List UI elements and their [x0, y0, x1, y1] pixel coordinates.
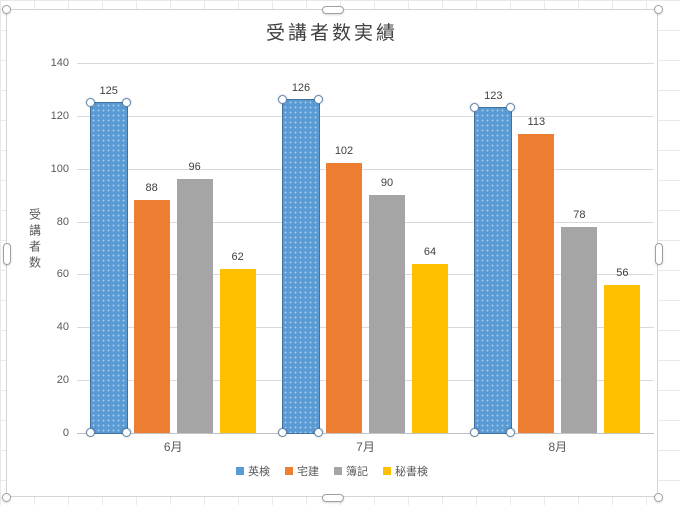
series-selection-handle[interactable]: [85, 428, 95, 437]
bar-series2-cat1[interactable]: [133, 200, 170, 433]
data-label-series3-cat1[interactable]: 96: [188, 161, 201, 174]
bar-series1-cat3[interactable]: [474, 106, 513, 434]
legend-swatch-icon: [285, 467, 293, 475]
gridline: [77, 115, 654, 117]
legend-item-series1[interactable]: 英検: [236, 463, 270, 479]
gridline: [77, 168, 654, 170]
legend-item-series4[interactable]: 秘書検: [383, 463, 428, 479]
chart-resize-handle-corner[interactable]: [2, 493, 11, 502]
data-label-series2-cat2[interactable]: 102: [334, 145, 354, 158]
legend-label: 英検: [248, 466, 270, 478]
y-tick-label: 0: [62, 427, 69, 439]
x-tick-label-cat3[interactable]: 8月: [548, 440, 568, 454]
chart-resize-handle-edge[interactable]: [322, 494, 344, 502]
series-selection-handle[interactable]: [278, 428, 287, 437]
series-selection-handle[interactable]: [314, 428, 323, 437]
gridline: [77, 327, 654, 329]
data-label-series1-cat1[interactable]: 125: [99, 84, 118, 97]
legend-swatch-icon: [383, 467, 391, 475]
x-axis-line: [77, 433, 654, 434]
data-label-series3-cat2[interactable]: 90: [380, 177, 394, 190]
data-label-series4-cat3[interactable]: 56: [616, 267, 629, 279]
chart-resize-handle-corner[interactable]: [654, 493, 663, 502]
chart-object[interactable]: 受講者数実績 受講者数 0 20 40 60 80 100 120 140 125 126 123…: [2, 5, 663, 502]
series-selection-handle[interactable]: [314, 95, 323, 104]
series-selection-handle[interactable]: [85, 97, 95, 107]
y-tick-label: 60: [56, 268, 69, 281]
data-label-series2-cat1[interactable]: 88: [145, 182, 158, 195]
bar-series3-cat3[interactable]: [561, 226, 598, 433]
legend-item-series3[interactable]: 簿記: [334, 463, 368, 479]
series-selection-handle[interactable]: [470, 428, 480, 437]
series-selection-handle[interactable]: [278, 95, 287, 104]
legend-swatch-icon: [236, 467, 244, 475]
x-tick-label-cat1[interactable]: 6月: [163, 440, 183, 454]
chart-resize-handle-edge[interactable]: [322, 6, 344, 14]
data-label-series2-cat3[interactable]: 113: [527, 116, 546, 129]
legend-swatch-icon: [334, 467, 342, 475]
legend-label: 簿記: [346, 466, 368, 478]
series-selection-handle[interactable]: [121, 428, 131, 437]
y-tick-label: 140: [50, 57, 69, 69]
legend-item-series2[interactable]: 宅建: [285, 463, 319, 479]
y-tick-label: 100: [50, 162, 69, 175]
chart-resize-handle-corner[interactable]: [654, 5, 663, 14]
x-tick-label-cat2[interactable]: 7月: [356, 440, 375, 454]
legend-label: 宅建: [297, 466, 319, 478]
bar-series4-cat2[interactable]: [412, 263, 448, 433]
chart-resize-handle-edge[interactable]: [3, 243, 11, 265]
y-tick-label: 120: [50, 109, 69, 122]
series-selection-handle[interactable]: [506, 102, 516, 112]
gridline: [77, 221, 654, 223]
bar-series1-cat1[interactable]: [89, 101, 128, 434]
data-label-series4-cat1[interactable]: 62: [231, 251, 244, 264]
gridline: [77, 63, 654, 64]
series-selection-handle[interactable]: [121, 97, 131, 107]
bar-series1-cat2[interactable]: [282, 99, 320, 434]
bar-series4-cat3[interactable]: [604, 285, 641, 433]
bar-series3-cat1[interactable]: [176, 179, 213, 433]
y-tick-label: 20: [56, 374, 69, 387]
bar-series4-cat1[interactable]: [219, 269, 256, 433]
y-axis-title[interactable]: 受講者数: [27, 208, 42, 272]
data-label-series1-cat2[interactable]: 126: [291, 82, 311, 94]
y-tick-label: 80: [56, 215, 69, 228]
y-tick-label: 40: [56, 321, 69, 334]
data-label-series1-cat3[interactable]: 123: [484, 89, 503, 102]
chart-resize-handle-corner[interactable]: [2, 5, 11, 14]
bar-series3-cat2[interactable]: [369, 195, 405, 433]
series-selection-handle[interactable]: [506, 428, 516, 437]
gridline: [77, 380, 654, 382]
legend[interactable]: 英検 宅建 簿記 秘書検: [7, 463, 657, 479]
data-label-series4-cat2[interactable]: 64: [423, 245, 437, 258]
plot-area[interactable]: 125 126 123 88 102 113 96 90 78 62 64 56: [77, 63, 654, 437]
gridline: [77, 274, 654, 276]
bar-series2-cat3[interactable]: [518, 134, 555, 433]
legend-label: 秘書検: [395, 466, 428, 478]
data-label-series3-cat3[interactable]: 78: [573, 208, 586, 221]
bar-series2-cat2[interactable]: [326, 163, 362, 433]
chart-title[interactable]: 受講者数実績: [265, 23, 398, 44]
series-selection-handle[interactable]: [470, 102, 480, 112]
chart-resize-handle-edge[interactable]: [655, 243, 663, 265]
